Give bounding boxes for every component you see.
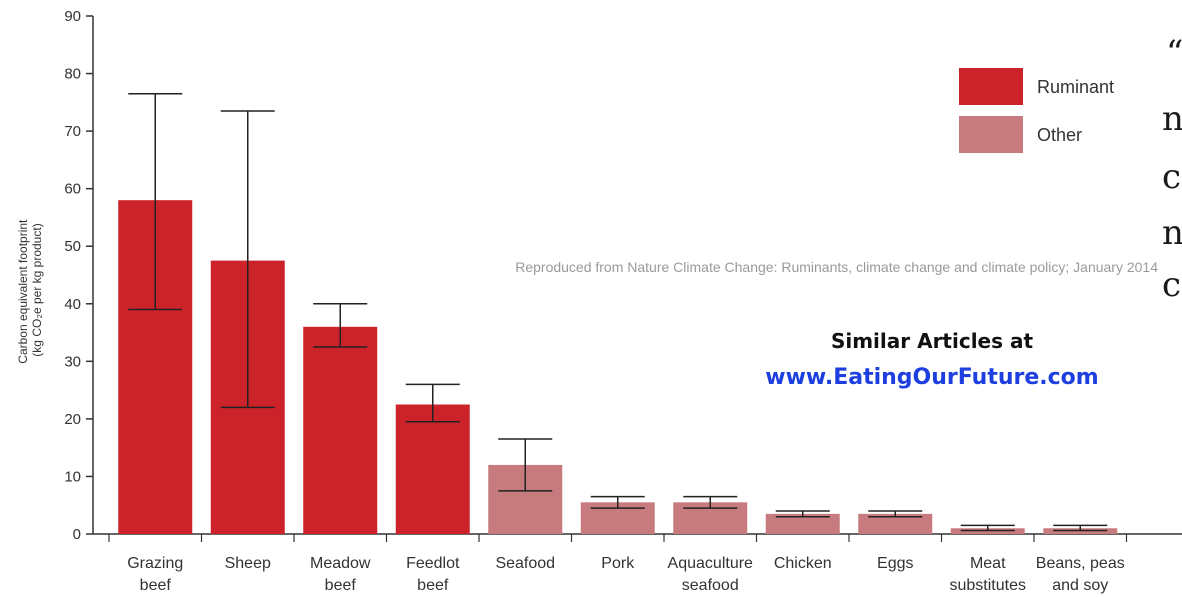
category-label-line: Meat	[970, 555, 1006, 572]
category-label-line: Chicken	[774, 555, 832, 572]
legend: Ruminant Other	[959, 68, 1114, 153]
y-tick-label: 0	[73, 526, 81, 543]
category-label: Beans, peas and soy	[1036, 555, 1125, 594]
category-label-line: beef	[140, 577, 172, 594]
y-tick-label: 10	[64, 468, 81, 485]
side-text-char-2: n	[1162, 99, 1182, 139]
y-axis-label-line1: Carbon equivalent footprint	[16, 219, 30, 364]
category-label-line: Pork	[601, 555, 635, 572]
side-text-char-5: c	[1162, 265, 1181, 305]
y-tick-label: 80	[64, 66, 81, 83]
category-label-line: Meadow	[310, 555, 371, 572]
category-label: Meadow beef	[310, 555, 371, 594]
category-label-line: and soy	[1052, 577, 1108, 594]
promo-heading: Similar Articles at	[831, 329, 1034, 353]
category-label-line: beef	[325, 577, 357, 594]
bar	[395, 404, 470, 534]
y-ticks: 0 10 20 30 40 50 60 70 80 90	[64, 8, 93, 543]
category-label-line: Aquaculture	[668, 555, 753, 572]
y-tick-label: 70	[64, 123, 81, 140]
y-tick-label: 50	[64, 238, 81, 255]
y-tick-label: 40	[64, 296, 81, 313]
source-note: Reproduced from Nature Climate Change: R…	[515, 259, 1158, 275]
category-label-line: Grazing	[127, 555, 183, 572]
y-axis-label-line2: (kg CO₂e per kg product)	[30, 223, 44, 356]
legend-swatch-other	[959, 116, 1023, 153]
y-tick-label: 60	[64, 181, 81, 198]
category-label: Grazing beef	[127, 555, 183, 594]
side-text-char-4: n	[1162, 213, 1182, 253]
category-label: Feedlot beef	[406, 555, 460, 594]
cropped-side-text: “ n c n c	[1162, 33, 1182, 305]
category-label-line: seafood	[682, 577, 739, 594]
category-label-line: Seafood	[495, 555, 555, 572]
y-tick-label: 90	[64, 8, 81, 25]
error-bars	[128, 92, 1108, 532]
legend-swatch-ruminant	[959, 68, 1023, 105]
bar	[765, 513, 840, 534]
category-label: Pork	[601, 555, 635, 572]
y-axis-label: Carbon equivalent footprint (kg CO₂e per…	[16, 216, 44, 363]
category-label-line: Eggs	[877, 555, 913, 572]
category-label: Sheep	[225, 555, 271, 572]
legend-label-other: Other	[1037, 125, 1082, 145]
bar	[303, 326, 378, 534]
category-label-line: Sheep	[225, 555, 271, 572]
category-labels: Grazing beef Sheep Meadow beef Feedlot beef Sea…	[108, 534, 1128, 594]
category-label-line: substitutes	[950, 577, 1026, 594]
category-label: Aquaculture seafood	[668, 555, 753, 594]
category-label: Chicken	[774, 555, 832, 572]
category-label: Eggs	[877, 555, 913, 572]
category-label: Seafood	[495, 555, 555, 572]
y-tick-label: 30	[64, 353, 81, 370]
category-label: Meat substitutes	[950, 555, 1026, 594]
y-tick-label: 20	[64, 411, 81, 428]
bar	[858, 513, 933, 534]
category-label-line: beef	[417, 577, 449, 594]
legend-label-ruminant: Ruminant	[1037, 77, 1114, 97]
side-text-char-3: c	[1162, 157, 1181, 197]
promo-url: www.EatingOurFuture.com	[765, 365, 1098, 390]
side-text-char-1: “	[1166, 33, 1182, 73]
category-label-line: Feedlot	[406, 555, 460, 572]
category-label-line: Beans, peas	[1036, 555, 1125, 572]
